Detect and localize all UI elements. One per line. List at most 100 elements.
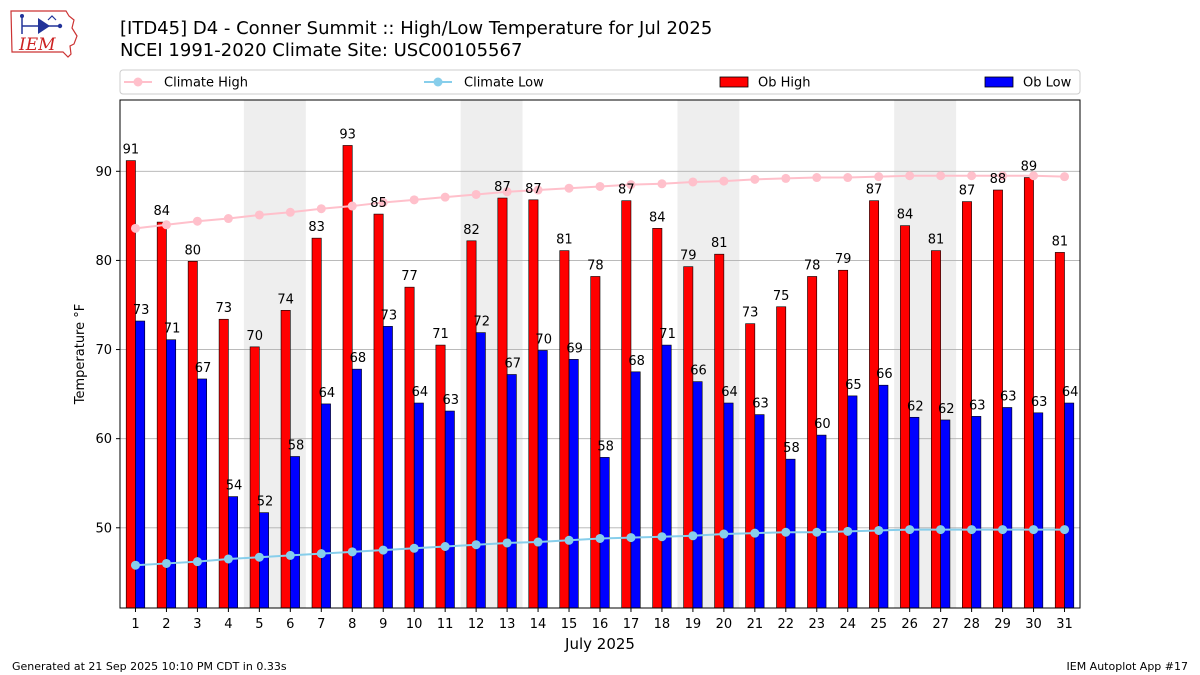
ob-low-bar [1064,402,1075,609]
y-tick-label: 50 [95,521,112,536]
x-tick-label: 16 [592,617,609,632]
ob-high-bar [714,253,725,609]
x-tick-label: 5 [255,617,263,632]
legend-climate-low: Climate Low [424,76,544,91]
ob-low-bar [971,416,982,609]
x-tick-label: 25 [870,617,887,632]
ob-low-label: 58 [597,439,614,454]
climate-low-point [502,538,512,548]
x-tick-label: 24 [839,617,856,632]
ob-low-label: 66 [690,364,707,379]
ob-low-bar [413,402,424,609]
ob-high-label: 81 [711,236,728,251]
ob-high-bar [652,228,663,609]
ob-high-label: 84 [154,204,171,219]
ob-low-label: 62 [938,402,955,417]
ob-low-bar [816,434,827,609]
climate-high-point [192,216,202,226]
climate-high-point [750,174,760,184]
ob-high-bar [249,346,260,609]
x-tick-label: 17 [623,617,640,632]
ob-high-label: 83 [308,220,325,235]
climate-high-point [347,201,357,211]
y-tick-label: 90 [95,165,112,180]
ob-high-label: 79 [680,249,697,264]
x-tick-label: 22 [778,617,795,632]
x-tick-label: 7 [317,617,325,632]
ob-high-label: 79 [835,252,852,267]
climate-low-point [626,533,636,543]
ob-low-label: 71 [659,327,676,342]
climate-low-point [285,550,295,560]
ob-low-label: 64 [319,386,336,401]
ob-low-label: 64 [721,385,738,400]
ob-low-bar [909,416,920,609]
ob-low-label: 64 [1062,385,1079,400]
ob-high-label: 82 [463,223,480,238]
climate-low-point [1060,525,1070,535]
climate-high-point [285,207,295,217]
ob-high-bar [838,269,849,609]
ob-low-label: 63 [1031,395,1048,410]
ob-low-bar [599,457,610,609]
ob-low-label: 73 [133,303,150,318]
iem-logo: IEM [8,6,80,62]
climate-low-point [347,547,357,557]
climate-high-point [440,192,450,202]
x-tick-label: 29 [994,617,1011,632]
climate-low-point [471,540,481,550]
ob-low-bar [382,326,393,609]
x-tick-label: 1 [131,617,139,632]
ob-high-bar [404,286,415,609]
ob-low-bar [754,414,765,609]
climate-low-point [657,532,667,542]
climate-low-point [967,525,977,535]
ob-low-label: 63 [443,393,460,408]
ob-low-label: 70 [535,332,552,347]
ob-low-label: 58 [288,438,305,453]
ob-low-bar [228,496,238,609]
climate-low-point [378,545,388,555]
climate-high-point [130,223,140,233]
ob-high-bar [807,276,818,609]
climate-low-point [905,525,915,535]
ob-low-bar [475,332,486,609]
climate-high-point [502,187,512,197]
ob-low-bar [320,403,331,609]
ob-low-label: 73 [381,308,398,323]
ob-low-label: 68 [350,351,367,366]
ob-low-label: 63 [969,398,986,413]
y-tick-label: 60 [95,432,112,447]
ob-high-label: 87 [618,183,635,198]
ob-low-label: 69 [566,341,583,356]
ob-high-label: 87 [525,182,542,197]
ob-high-bar [528,199,539,609]
climate-high-point [905,171,915,181]
climate-low-point [812,527,822,537]
climate-high-point [316,204,326,214]
climate-low-point [781,527,791,537]
ob-low-bar [506,374,517,609]
legend-climate-high: Climate High [124,76,248,91]
climate-high-point [471,189,481,199]
ob-high-label: 84 [649,210,666,225]
x-tick-label: 14 [530,617,547,632]
climate-high-point [781,173,791,183]
x-tick-label: 11 [437,617,454,632]
climate-high-point [254,210,264,220]
ob-high-label: 73 [215,301,232,316]
climate-high-point [533,185,543,195]
ob-low-bar [197,378,208,609]
ob-high-bar [869,200,880,609]
x-tick-label: 30 [1025,617,1042,632]
x-tick-label: 26 [901,617,918,632]
legend-ob-low-label: Ob Low [1023,76,1072,91]
climate-high-point [688,177,698,187]
ob-high-label: 88 [990,172,1007,187]
ob-high-bar [776,306,787,609]
ob-low-label: 65 [845,378,862,393]
ob-high-bars [125,145,1065,609]
climate-high-point [874,172,884,182]
climate-high-point [998,171,1008,181]
